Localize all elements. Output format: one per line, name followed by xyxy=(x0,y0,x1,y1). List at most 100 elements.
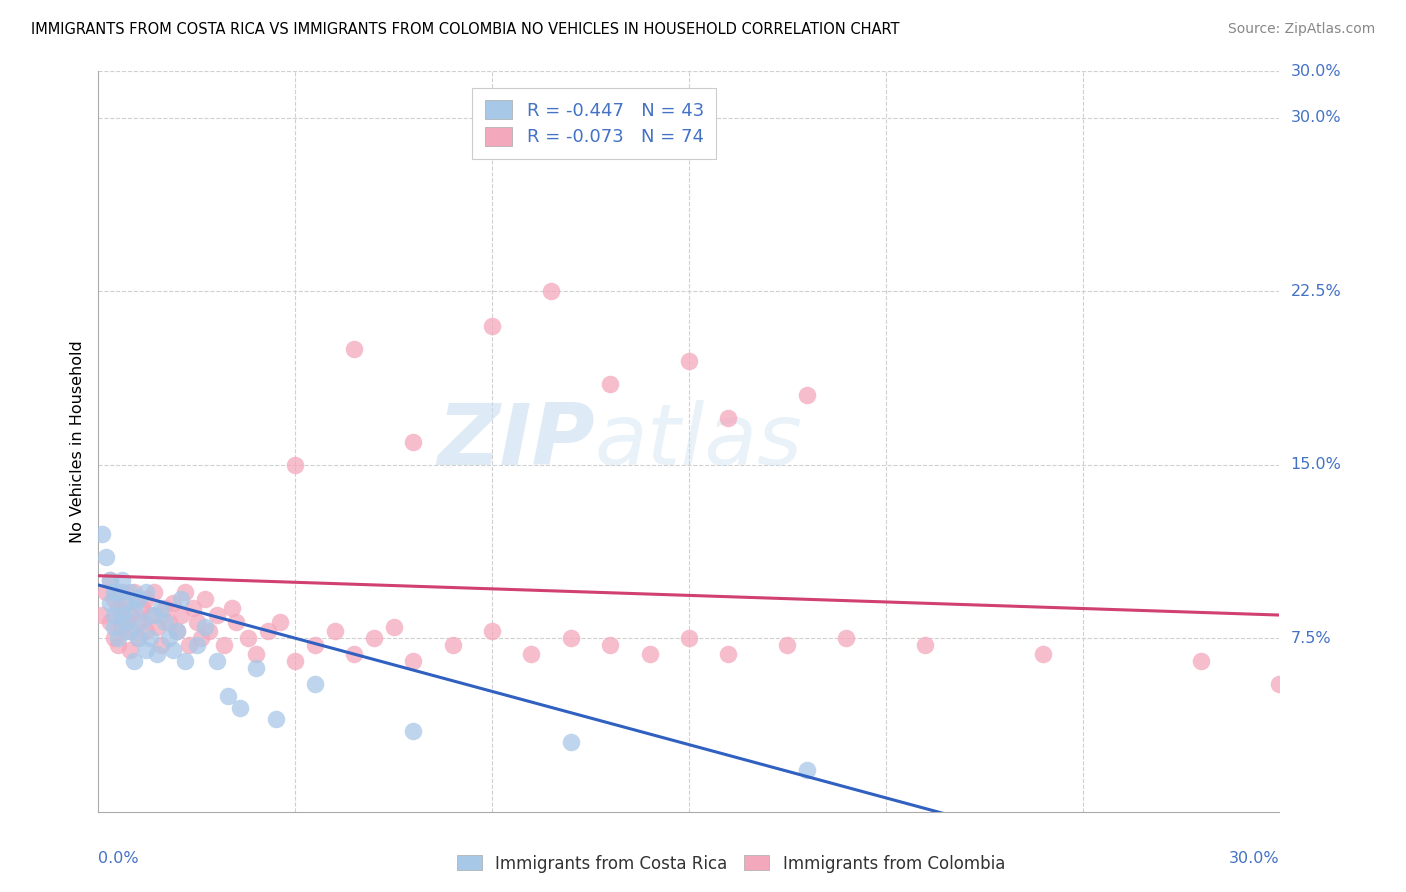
Point xyxy=(118,585,141,599)
Point xyxy=(796,763,818,777)
Point xyxy=(174,585,197,599)
Text: Source: ZipAtlas.com: Source: ZipAtlas.com xyxy=(1227,22,1375,37)
Point xyxy=(343,342,366,356)
Point xyxy=(363,631,385,645)
Point xyxy=(103,585,125,599)
Legend: Immigrants from Costa Rica, Immigrants from Colombia: Immigrants from Costa Rica, Immigrants f… xyxy=(450,848,1012,880)
Point xyxy=(107,638,129,652)
Point xyxy=(107,631,129,645)
Point xyxy=(186,638,208,652)
Point xyxy=(186,615,208,629)
Point xyxy=(115,597,138,611)
Point xyxy=(540,284,562,298)
Point xyxy=(796,388,818,402)
Point xyxy=(127,591,149,606)
Point xyxy=(91,527,114,541)
Point xyxy=(127,631,149,645)
Point xyxy=(402,723,425,738)
Point xyxy=(115,615,138,629)
Point xyxy=(304,677,326,691)
Point xyxy=(284,458,307,472)
Text: 15.0%: 15.0% xyxy=(1291,458,1341,472)
Point xyxy=(103,591,125,606)
Point xyxy=(229,700,252,714)
Point xyxy=(150,601,173,615)
Point xyxy=(111,608,134,623)
Legend: R = -0.447   N = 43, R = -0.073   N = 74: R = -0.447 N = 43, R = -0.073 N = 74 xyxy=(472,87,717,159)
Point xyxy=(103,619,125,633)
Point xyxy=(98,615,121,629)
Point xyxy=(284,654,307,668)
Point xyxy=(717,648,740,662)
Point xyxy=(221,601,243,615)
Point xyxy=(174,654,197,668)
Point xyxy=(181,601,204,615)
Text: 7.5%: 7.5% xyxy=(1291,631,1331,646)
Point xyxy=(98,574,121,588)
Point xyxy=(441,638,464,652)
Point xyxy=(155,615,177,629)
Point xyxy=(131,601,153,615)
Point xyxy=(127,615,149,629)
Text: 30.0%: 30.0% xyxy=(1229,851,1279,865)
Point xyxy=(304,638,326,652)
Point xyxy=(118,624,141,639)
Point xyxy=(162,642,184,657)
Point xyxy=(91,608,114,623)
Point xyxy=(127,631,149,645)
Point xyxy=(146,648,169,662)
Point xyxy=(343,648,366,662)
Point xyxy=(560,735,582,749)
Point xyxy=(157,631,180,645)
Point xyxy=(599,638,621,652)
Point xyxy=(146,619,169,633)
Point xyxy=(131,615,153,629)
Point xyxy=(678,353,700,368)
Point xyxy=(142,608,165,623)
Point xyxy=(166,624,188,639)
Point xyxy=(115,597,138,611)
Point xyxy=(197,624,219,639)
Text: IMMIGRANTS FROM COSTA RICA VS IMMIGRANTS FROM COLOMBIA NO VEHICLES IN HOUSEHOLD : IMMIGRANTS FROM COSTA RICA VS IMMIGRANTS… xyxy=(31,22,900,37)
Point xyxy=(678,631,700,645)
Point xyxy=(155,601,177,615)
Point xyxy=(135,591,157,606)
Point xyxy=(717,411,740,425)
Point xyxy=(323,624,346,639)
Point xyxy=(107,601,129,615)
Point xyxy=(142,585,165,599)
Point xyxy=(122,601,145,615)
Point xyxy=(205,608,228,623)
Point xyxy=(107,585,129,599)
Text: 22.5%: 22.5% xyxy=(1291,284,1341,299)
Point xyxy=(118,642,141,657)
Point xyxy=(111,574,134,588)
Point xyxy=(103,631,125,645)
Point xyxy=(170,608,193,623)
Text: atlas: atlas xyxy=(595,400,803,483)
Point xyxy=(96,585,118,599)
Point xyxy=(245,661,267,675)
Point xyxy=(481,624,503,639)
Point xyxy=(560,631,582,645)
Text: 30.0%: 30.0% xyxy=(1291,110,1341,125)
Point xyxy=(256,624,278,639)
Point xyxy=(170,591,193,606)
Point xyxy=(96,550,118,565)
Point xyxy=(98,574,121,588)
Point xyxy=(162,597,184,611)
Point xyxy=(157,615,180,629)
Point xyxy=(205,654,228,668)
Point xyxy=(194,591,217,606)
Point xyxy=(269,615,291,629)
Y-axis label: No Vehicles in Household: No Vehicles in Household xyxy=(69,340,84,543)
Point xyxy=(115,624,138,639)
Point xyxy=(1032,648,1054,662)
Point xyxy=(382,619,405,633)
Text: ZIP: ZIP xyxy=(437,400,595,483)
Point xyxy=(118,608,141,623)
Text: 0.0%: 0.0% xyxy=(98,851,139,865)
Point xyxy=(166,624,188,639)
Point xyxy=(776,638,799,652)
Point xyxy=(402,434,425,449)
